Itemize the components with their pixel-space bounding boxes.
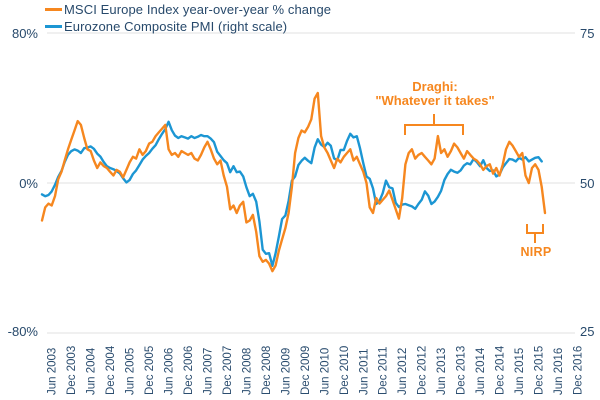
legend-item-msci: MSCI Europe Index year-over-year % chang… — [45, 1, 331, 18]
x-tick-label: Jun 2015 — [514, 348, 526, 395]
x-tick-label: Jun 2009 — [280, 348, 292, 395]
x-tick-label: Dec 2006 — [183, 346, 195, 395]
x-tick-label: Jun 2007 — [203, 348, 215, 395]
draghi-annotation-line1: Draghi: — [412, 79, 458, 94]
right-axis-tick-50: 50 — [580, 176, 595, 191]
left-axis-tick-80: 80% — [11, 26, 38, 41]
nirp-bracket — [526, 224, 544, 243]
x-tick-label: Jun 2016 — [553, 348, 565, 395]
x-tick-label: Dec 2010 — [339, 346, 351, 395]
x-tick-label: Jun 2004 — [86, 347, 98, 395]
draghi-annotation-line2: "Whatever it takes" — [375, 93, 495, 108]
x-tick-label: Jun 2013 — [436, 348, 448, 395]
chart-legend: MSCI Europe Index year-over-year % chang… — [45, 1, 331, 35]
pmi-line-swatch — [45, 25, 62, 28]
draghi-bracket — [404, 114, 464, 135]
x-tick-label: Jun 2005 — [125, 348, 137, 395]
legend-label-pmi: Eurozone Composite PMI (right scale) — [64, 19, 288, 34]
x-tick-label: Dec 2012 — [417, 346, 429, 395]
draghi-annotation: Draghi: "Whatever it takes" — [354, 80, 516, 108]
x-tick-label: Jun 2006 — [164, 348, 176, 395]
nirp-annotation: NIRP — [520, 245, 552, 259]
left-axis-tick-neg80: -80% — [7, 324, 38, 339]
x-tick-label: Jun 2014 — [475, 347, 487, 395]
x-tick-label: Jun 2012 — [397, 348, 409, 395]
x-tick-label: Jun 2010 — [319, 348, 331, 395]
legend-item-pmi: Eurozone Composite PMI (right scale) — [45, 18, 331, 35]
x-tick-label: Dec 2011 — [378, 347, 390, 395]
x-tick-label: Dec 2004 — [105, 345, 117, 395]
legend-label-msci: MSCI Europe Index year-over-year % chang… — [64, 2, 332, 17]
msci-line — [40, 91, 547, 273]
msci-line-swatch — [45, 8, 62, 11]
x-tick-label: Dec 2009 — [300, 346, 312, 395]
x-tick-label: Jun 2008 — [241, 348, 253, 395]
x-tick-label: Jun 2003 — [47, 348, 59, 395]
right-axis-tick-75: 75 — [580, 26, 595, 41]
x-tick-label: Dec 2014 — [495, 345, 507, 395]
x-tick-label: Dec 2005 — [144, 346, 156, 395]
x-tick-label: Dec 2013 — [456, 346, 468, 395]
x-tick-label: Dec 2016 — [572, 346, 584, 395]
x-tick-label: Dec 2008 — [261, 346, 273, 395]
x-tick-label: Dec 2015 — [534, 346, 546, 395]
x-tick-label: Jun 2011 — [358, 349, 370, 395]
x-tick-label: Dec 2003 — [66, 346, 78, 395]
x-tick-label: Dec 2007 — [222, 346, 234, 395]
right-axis-tick-25: 25 — [580, 324, 595, 339]
left-axis-tick-0: 0% — [19, 176, 38, 191]
